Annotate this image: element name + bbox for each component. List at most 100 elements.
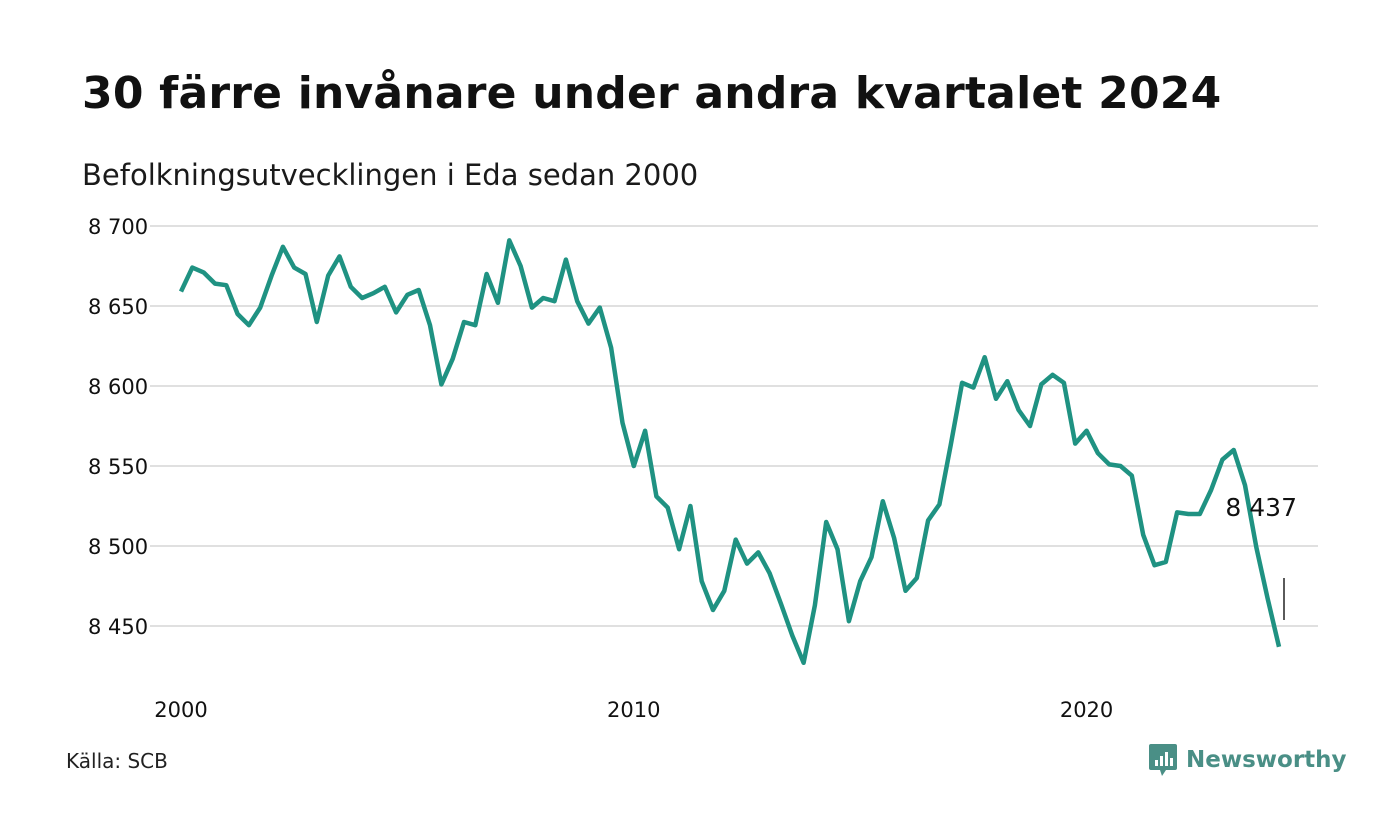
- data-point: [654, 494, 658, 498]
- data-point: [304, 272, 308, 276]
- data-point: [371, 291, 375, 295]
- data-point: [813, 603, 817, 607]
- data-point: [473, 323, 477, 327]
- data-point: [462, 320, 466, 324]
- data-point: [1005, 379, 1009, 383]
- data-point: [541, 296, 545, 300]
- data-point: [428, 323, 432, 327]
- data-point: [949, 443, 953, 447]
- data-point: [1062, 381, 1066, 385]
- data-point: [790, 634, 794, 638]
- annotation-layer: 8 437: [1225, 493, 1297, 620]
- data-point: [756, 550, 760, 554]
- data-point: [553, 299, 557, 303]
- data-point: [1232, 448, 1236, 452]
- data-point: [1277, 645, 1281, 649]
- y-tick-label: 8 500: [88, 535, 148, 559]
- data-point: [247, 323, 251, 327]
- data-point: [270, 274, 274, 278]
- source-note: Källa: SCB: [66, 749, 168, 773]
- data-point: [1107, 462, 1111, 466]
- data-point: [722, 589, 726, 593]
- data-point: [485, 272, 489, 276]
- data-point: [224, 283, 228, 287]
- data-point: [394, 310, 398, 314]
- data-point: [1073, 442, 1077, 446]
- x-tick-label: 2000: [154, 698, 207, 722]
- data-point: [677, 547, 681, 551]
- data-point: [870, 555, 874, 559]
- x-tick-label: 2010: [607, 698, 660, 722]
- data-point: [1198, 512, 1202, 516]
- data-point: [360, 296, 364, 300]
- data-point: [1096, 451, 1100, 455]
- data-point: [507, 238, 511, 242]
- data-point: [983, 355, 987, 359]
- data-point: [258, 306, 262, 310]
- data-point: [190, 266, 194, 270]
- y-tick-label: 8 450: [88, 615, 148, 639]
- data-point: [236, 312, 240, 316]
- data-point: [971, 386, 975, 390]
- data-point: [292, 266, 296, 270]
- data-point: [711, 608, 715, 612]
- data-point: [439, 382, 443, 386]
- data-point: [937, 502, 941, 506]
- data-point: [1130, 474, 1134, 478]
- data-point: [405, 293, 409, 297]
- data-point: [609, 346, 613, 350]
- data-point: [1141, 533, 1145, 537]
- data-point: [326, 274, 330, 278]
- data-point: [688, 504, 692, 508]
- chart-bubble-icon: [1149, 744, 1177, 776]
- data-point: [858, 579, 862, 583]
- data-point: [281, 245, 285, 249]
- data-point: [1028, 424, 1032, 428]
- data-point: [847, 619, 851, 623]
- data-point: [700, 579, 704, 583]
- data-point: [1085, 429, 1089, 433]
- series-line: [178, 238, 1282, 666]
- data-point: [1164, 560, 1168, 564]
- data-point: [530, 306, 534, 310]
- data-point: [915, 576, 919, 580]
- y-tick-label: 8 550: [88, 455, 148, 479]
- brand-name: Newsworthy: [1186, 747, 1347, 773]
- data-point: [745, 562, 749, 566]
- data-point: [564, 258, 568, 262]
- y-axis-tick-labels: 8 450 8 500 8 550 8 600 8 650 8 700: [88, 215, 148, 639]
- data-point: [824, 520, 828, 524]
- series-layer: [178, 238, 1282, 666]
- data-point: [338, 254, 342, 258]
- x-tick-label: 2020: [1060, 698, 1113, 722]
- data-point: [213, 282, 217, 286]
- data-point: [836, 547, 840, 551]
- data-point: [960, 381, 964, 385]
- y-tick-label: 8 700: [88, 215, 148, 239]
- data-point: [904, 589, 908, 593]
- brand-logo[interactable]: Newsworthy: [1148, 742, 1347, 778]
- data-point: [1254, 546, 1258, 550]
- data-point: [519, 264, 523, 268]
- data-point: [802, 661, 806, 665]
- data-point: [994, 397, 998, 401]
- chart-title: 30 färre invånare under andra kvartalet …: [82, 68, 1222, 119]
- data-point: [632, 464, 636, 468]
- data-point: [179, 290, 183, 294]
- data-point: [734, 538, 738, 542]
- data-point: [768, 571, 772, 575]
- x-axis-tick-labels: 2000 2010 2020: [154, 698, 1113, 722]
- data-point: [1186, 512, 1190, 516]
- data-point: [643, 429, 647, 433]
- data-point: [575, 299, 579, 303]
- data-point: [451, 357, 455, 361]
- y-tick-label: 8 600: [88, 375, 148, 399]
- data-point: [621, 421, 625, 425]
- data-point: [1017, 408, 1021, 412]
- data-point: [1266, 597, 1270, 601]
- data-point: [779, 602, 783, 606]
- data-point: [496, 301, 500, 305]
- data-point: [587, 322, 591, 326]
- data-point: [417, 288, 421, 292]
